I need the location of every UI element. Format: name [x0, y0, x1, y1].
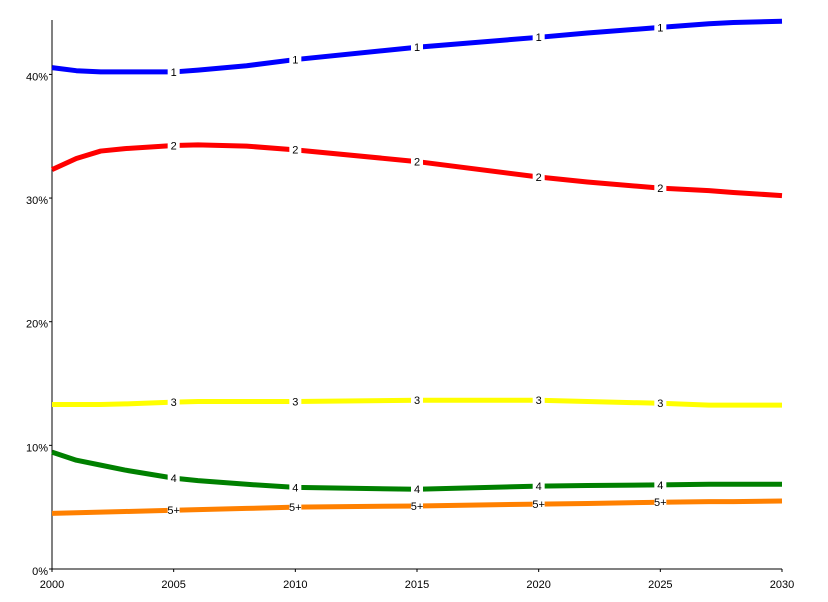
series-label: 4	[657, 480, 663, 492]
series-label: 1	[292, 54, 298, 66]
label-box	[654, 478, 667, 490]
x-tick-label: 2030	[770, 579, 794, 591]
series-label: 1	[414, 42, 420, 54]
label-box	[532, 480, 545, 492]
label-box	[289, 501, 302, 513]
label-box	[167, 472, 180, 484]
series-label: 5+	[289, 502, 302, 514]
x-tick-label: 2010	[283, 579, 307, 591]
x-tick-label: 2020	[526, 579, 550, 591]
series-label: 4	[414, 484, 420, 496]
series-label: 5+	[654, 497, 667, 509]
x-tick-label: 2025	[648, 579, 672, 591]
label-box	[167, 504, 180, 516]
label-box	[289, 395, 302, 407]
series-label: 3	[171, 397, 177, 409]
label-box	[532, 31, 545, 43]
series-line	[50, 142, 783, 199]
label-box	[654, 397, 667, 409]
series-label: 4	[536, 481, 542, 493]
x-tick-label: 2005	[161, 579, 185, 591]
label-box	[289, 53, 302, 65]
series-label: 4	[292, 482, 298, 494]
series-label: 3	[292, 396, 298, 408]
y-tick-label: 10%	[26, 442, 48, 454]
label-box	[411, 41, 423, 53]
label-box	[411, 483, 423, 495]
label-box	[654, 182, 667, 194]
series-label: 2	[536, 172, 542, 184]
label-box	[532, 498, 545, 510]
label-box	[289, 481, 302, 493]
series-label: 2	[657, 183, 663, 195]
series-label: 3	[657, 398, 663, 410]
series-label: 4	[171, 473, 177, 485]
series-label: 2	[414, 156, 420, 168]
series-label: 2	[292, 145, 298, 157]
y-tick-label: 30%	[26, 195, 48, 207]
y-tick-label: 40%	[26, 71, 48, 83]
y-tick-label: 0%	[32, 566, 48, 578]
label-box	[654, 496, 667, 508]
series-label: 3	[536, 395, 542, 407]
series-label: 5+	[167, 505, 180, 517]
label-box	[289, 143, 302, 155]
label-box	[654, 21, 667, 33]
label-box	[167, 396, 180, 408]
series-label: 1	[171, 67, 177, 79]
series-label: 2	[171, 140, 177, 152]
x-tick-label: 2015	[405, 579, 429, 591]
label-box	[532, 171, 545, 183]
y-tick-label: 20%	[26, 319, 48, 331]
series-label: 5+	[532, 499, 545, 511]
series-label: 1	[657, 22, 663, 34]
label-box	[167, 139, 180, 151]
label-box	[411, 499, 423, 511]
series-label: 1	[536, 32, 542, 44]
series-label: 5+	[411, 501, 424, 513]
series-label: 3	[414, 395, 420, 407]
label-box	[532, 394, 545, 406]
label-box	[167, 65, 180, 77]
label-box	[411, 155, 423, 167]
x-tick-label: 2000	[40, 579, 64, 591]
label-box	[411, 394, 423, 406]
